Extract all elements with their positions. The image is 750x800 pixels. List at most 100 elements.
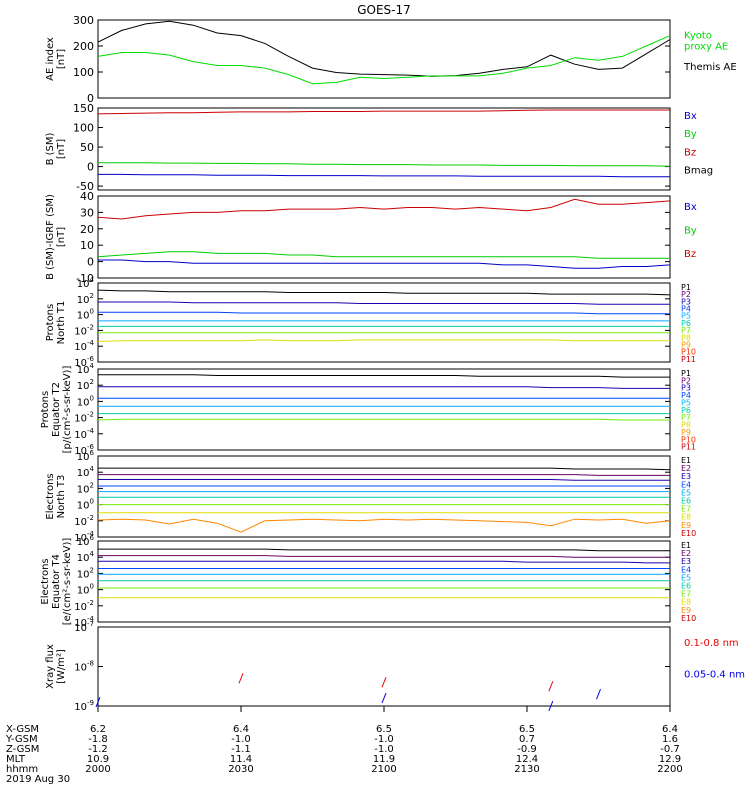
- y-tick-label: 20: [80, 223, 94, 236]
- legend-item: Bmag: [684, 166, 713, 177]
- footer-value: -1.0: [374, 744, 394, 755]
- series-line: [97, 35, 671, 85]
- panel-frame: [97, 19, 671, 99]
- legend-item: P3: [681, 297, 691, 306]
- panel-8: 10-9 10-8 10-7 Xray flux[W/m²] 0.1-0.8 nm 0.0…: [45, 620, 745, 713]
- y-tick-label: -10: [76, 272, 94, 285]
- series-line: [98, 301, 670, 305]
- y-axis-label: Xray flux[W/m²]: [45, 644, 67, 689]
- footer-row-label: Z-GSM: [6, 744, 39, 755]
- footer-value: 6.5: [376, 724, 392, 735]
- series-line: [98, 259, 671, 269]
- y-tick-label: 10-4: [74, 615, 94, 629]
- footer-value: 11.4: [230, 754, 252, 765]
- y-tick-label: 100: [77, 498, 94, 512]
- y-axis-label: B (SM)[nT]: [45, 132, 67, 165]
- legend-item: P1: [681, 369, 691, 378]
- footer-value: 2100: [371, 764, 396, 775]
- panel-7: 10-4 10-2 100 102 104 106 ElectronsEquator T4[…: [40, 534, 696, 629]
- panel-frame: [97, 368, 671, 451]
- legend-item: E4: [681, 565, 691, 574]
- series-line: [98, 162, 671, 167]
- series-mark: [381, 692, 387, 704]
- series-mark: [238, 673, 244, 684]
- y-tick-label: 102: [77, 378, 94, 392]
- y-tick-label: 0: [87, 256, 94, 269]
- series-line: [98, 374, 670, 378]
- series-mark: [596, 688, 601, 700]
- legend-item: By: [684, 129, 697, 140]
- legend-item: Bx: [684, 111, 697, 122]
- y-tick-label: 104: [77, 276, 95, 290]
- legend-item: P8: [681, 421, 691, 430]
- footer-value: 6.2: [90, 724, 106, 735]
- legend-item: E5: [681, 573, 691, 582]
- y-tick-label: 10-9: [74, 699, 94, 713]
- y-tick-label: -50: [76, 180, 94, 193]
- legend-item: E6: [681, 497, 691, 506]
- y-tick-label: 10-6: [74, 443, 94, 457]
- footer-row-label: 2019 Aug 30: [6, 774, 70, 785]
- series-line: [97, 339, 670, 342]
- y-tick-label: 104: [77, 465, 95, 479]
- y-tick-label: 106: [77, 449, 95, 463]
- legend-item: Kyoto proxy AE: [684, 31, 728, 53]
- y-tick-label: 0: [87, 92, 94, 105]
- legend-item: P4: [681, 305, 691, 314]
- legend-item: Bx: [684, 202, 697, 213]
- footer-value: 2030: [228, 764, 253, 775]
- y-tick-label: 100: [73, 66, 94, 79]
- series-mark: [548, 700, 554, 712]
- y-tick-label: 102: [77, 566, 94, 580]
- y-tick-label: 30: [80, 206, 94, 219]
- footer-value: 10.9: [87, 754, 109, 765]
- y-tick-label: 10-4: [74, 427, 94, 441]
- y-tick-label: 10-2: [74, 599, 94, 613]
- y-tick-label: 200: [73, 40, 94, 53]
- legend-item: By: [684, 225, 697, 236]
- footer-value: -1.0: [374, 734, 394, 745]
- panel-5: 10-6 10-4 10-2 100 102 104 ProtonsEquator T2[p…: [40, 362, 696, 457]
- series-line: [98, 173, 670, 178]
- legend-item: E7: [681, 505, 691, 514]
- legend-item: E8: [681, 598, 691, 607]
- y-tick-label: 100: [77, 308, 94, 322]
- footer-row-label: Y-GSM: [5, 734, 38, 745]
- legend-item: P11: [681, 355, 696, 364]
- legend-item: P6: [681, 406, 691, 415]
- legend-item: E2: [681, 464, 691, 473]
- legend-item: 0.1-0.8 nm: [684, 638, 739, 649]
- footer-value: -1.1: [231, 744, 251, 755]
- y-tick-label: 10-7: [74, 620, 94, 634]
- footer-value: 11.9: [373, 754, 395, 765]
- legend-item: P7: [681, 326, 691, 335]
- legend-item: E1: [681, 541, 691, 550]
- y-axis-label: ElectronsNorth T3: [45, 473, 67, 519]
- chart-title: GOES-17: [357, 3, 411, 17]
- series-mark: [381, 677, 387, 688]
- footer-row-label: X-GSM: [6, 724, 39, 735]
- legend-item: P11: [681, 443, 696, 452]
- legend-item: P7: [681, 413, 691, 422]
- y-tick-label: 104: [77, 550, 95, 564]
- series-line: [98, 560, 670, 564]
- legend-item: E6: [681, 582, 691, 591]
- legend-item: P3: [681, 384, 691, 393]
- legend-item: P2: [681, 376, 691, 385]
- panel-4: 10-6 10-4 10-2100 102 104 ProtonsNorth T1 P1P2…: [45, 276, 696, 369]
- legend-item: P6: [681, 319, 691, 328]
- panel-1: 0 100 200 300 AE index[nT] Kyoto proxy AE Themi…: [45, 14, 737, 105]
- series-line: [97, 518, 671, 533]
- y-tick-label: 300: [73, 14, 94, 27]
- legend-item: P9: [681, 340, 691, 349]
- y-tick-label: 10-2: [74, 411, 94, 425]
- footer-value: -1.0: [231, 734, 251, 745]
- panel-frame: [97, 626, 671, 707]
- footer-value: -0.9: [517, 744, 537, 755]
- panel-3: -10 0 10 20 30 40 B (SM)-IGRF (SM)[nT] Bx By Bz: [45, 190, 697, 285]
- y-tick-label: 0: [87, 161, 94, 174]
- panel-frame: [97, 195, 671, 279]
- y-tick-label: 10: [80, 239, 94, 252]
